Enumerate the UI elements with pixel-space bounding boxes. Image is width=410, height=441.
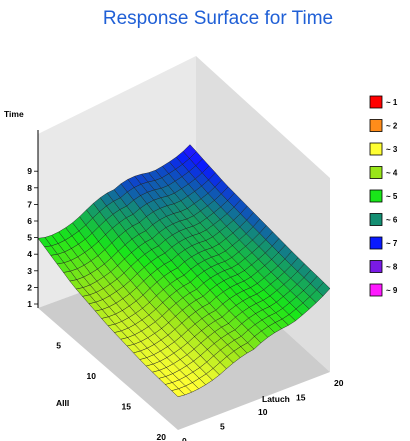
legend-label: ~ 9 (386, 286, 398, 295)
z-tick-label: 5 (27, 233, 32, 243)
x-tick-label: 5 (56, 341, 61, 351)
z-tick-label: 2 (27, 282, 32, 292)
y-tick-label: 5 (220, 422, 225, 432)
legend-swatch (369, 142, 383, 156)
z-tick-label: 6 (27, 216, 32, 226)
legend-swatch (369, 189, 383, 203)
legend-swatch (369, 260, 383, 273)
legend-label: ~ 5 (386, 192, 398, 201)
legend-label: ~ 7 (386, 239, 398, 248)
y-tick-label: 10 (258, 407, 268, 417)
legend-label: ~ 4 (386, 169, 398, 178)
z-tick-label: 1 (27, 299, 32, 309)
z-tick-label: 9 (27, 166, 32, 176)
y-tick-label: 0 (182, 436, 187, 441)
x-tick-label: 10 (87, 371, 97, 381)
z-tick-label: 7 (27, 199, 32, 209)
legend: ~ 1 ~ 2 ~ 3 ~ 4 ~ 5 ~ 6 ~ 7 ~ 8 ~ 9 (369, 95, 398, 297)
z-tick-label: 3 (27, 266, 32, 276)
legend-swatch (369, 119, 383, 132)
x-tick-label: 20 (157, 432, 167, 441)
x-axis-title: AIII (56, 398, 69, 408)
legend-swatch (369, 95, 383, 109)
chart-axes: 1 2 3 4 5 6 7 8 9 5 10 15 20 0 5 10 15 20 (27, 130, 344, 441)
y-tick-label: 20 (334, 378, 344, 388)
z-tick-label: 4 (27, 249, 32, 259)
legend-swatch (369, 236, 383, 250)
z-axis-title: Time (4, 109, 24, 119)
legend-swatch (369, 213, 383, 226)
legend-label: ~ 8 (386, 263, 398, 272)
chart-title: Response Surface for Time (103, 8, 333, 29)
surface-cell (171, 388, 186, 398)
y-axis-title: Latuch (262, 394, 290, 404)
legend-swatch (369, 283, 383, 297)
y-tick-label: 15 (296, 393, 306, 403)
legend-label: ~ 6 (386, 216, 398, 225)
legend-label: ~ 1 (386, 98, 398, 107)
legend-swatch (369, 166, 383, 179)
surface-mesh (37, 144, 331, 398)
legend-label: ~ 2 (386, 122, 398, 131)
legend-label: ~ 3 (386, 145, 398, 154)
z-tick-label: 8 (27, 183, 32, 193)
x-tick-label: 15 (122, 402, 132, 412)
